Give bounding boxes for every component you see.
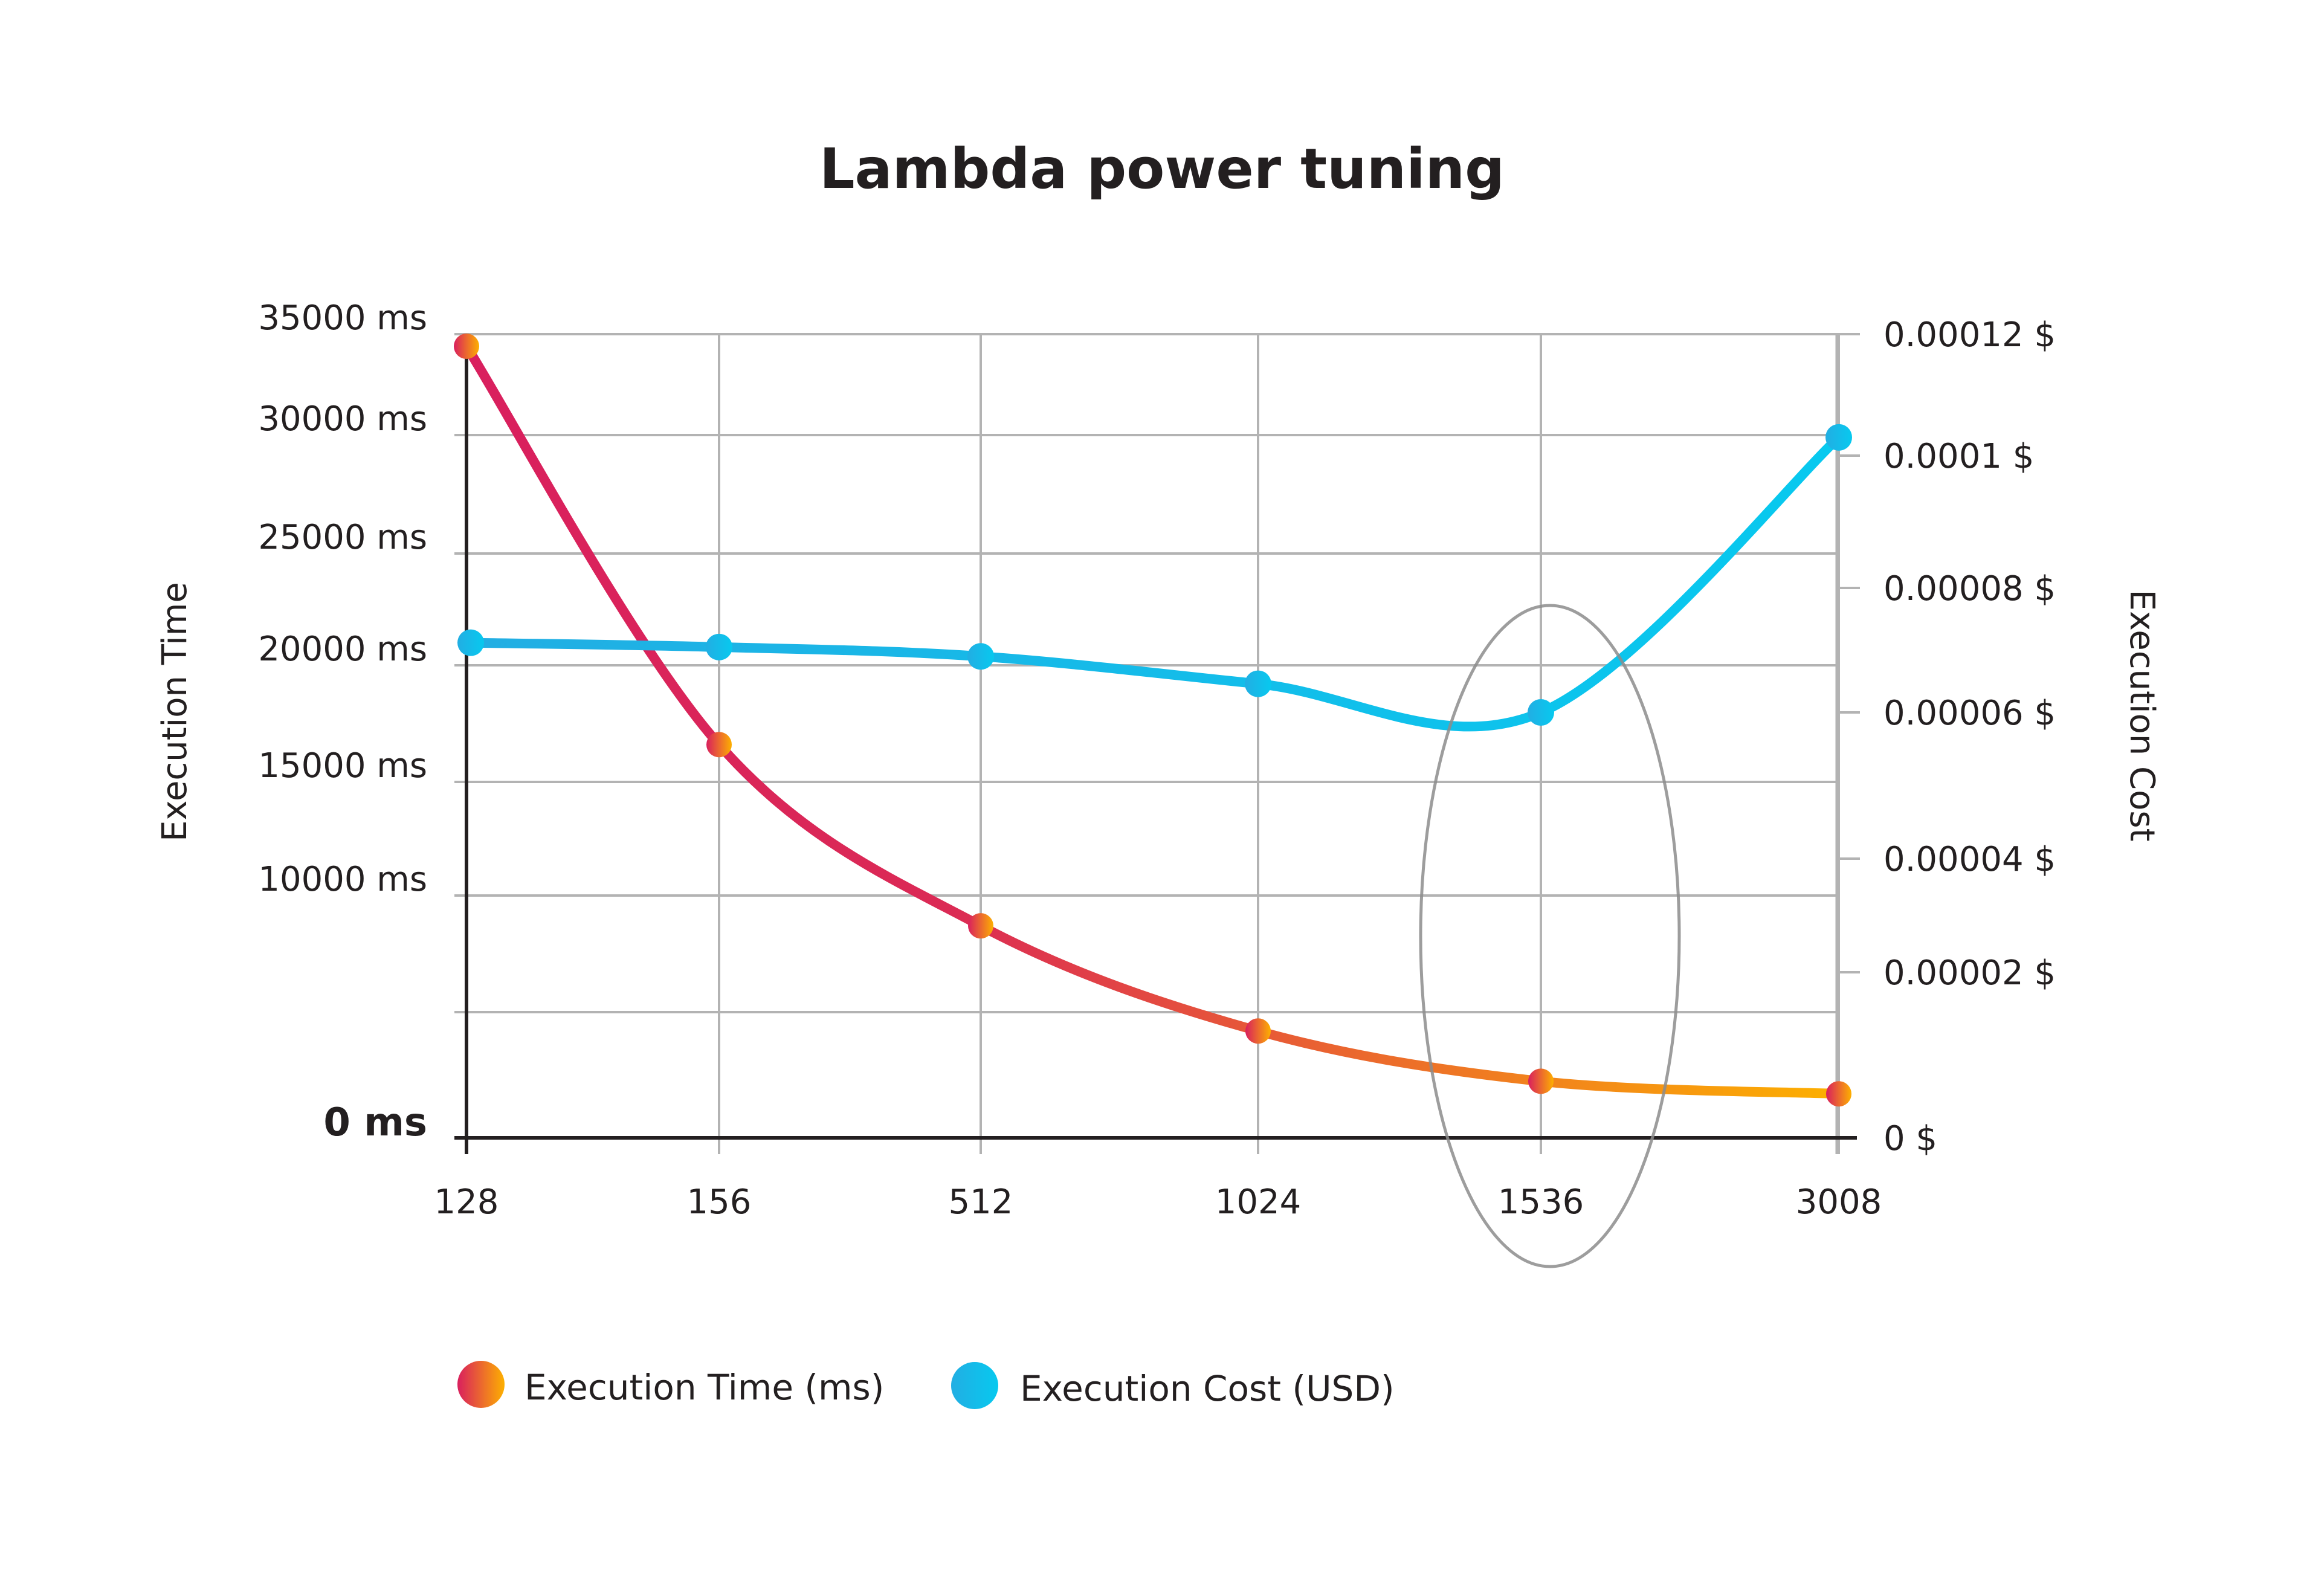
point-execution-time-156[interactable] <box>706 732 732 758</box>
point-execution-cost-1536[interactable] <box>1528 699 1554 726</box>
y-tick-label-0-ms: 0 ms <box>323 1100 427 1145</box>
y2-tick-label-0-0001: 0.0001 $ <box>1883 437 2034 476</box>
point-execution-time-512[interactable] <box>968 913 993 939</box>
series-line-execution-time <box>462 341 1844 1099</box>
legend-label-execution-time: Execution Time (ms) <box>525 1367 884 1408</box>
point-execution-time-128[interactable] <box>454 334 479 360</box>
x-tick-label-512: 512 <box>949 1183 1013 1222</box>
point-execution-cost-3008[interactable] <box>1825 424 1852 451</box>
y-tick-label-30000-ms: 30000 ms <box>258 399 427 439</box>
y2-tick-label-0-00002: 0.00002 $ <box>1883 954 2056 993</box>
y-tick-label-15000-ms: 15000 ms <box>258 746 427 786</box>
left-y-tick-labels: 35000 ms 30000 ms 25000 ms 20000 ms 15000 ms… <box>258 299 427 1145</box>
x-tick-label-1024: 1024 <box>1215 1183 1302 1222</box>
point-execution-cost-128[interactable] <box>457 629 484 656</box>
legend: Execution Time (ms) Execution Cost (USD) <box>457 1361 1395 1409</box>
horizontal-gridlines <box>454 333 1837 1013</box>
x-tick-label-3008: 3008 <box>1796 1183 1882 1222</box>
point-execution-time-1536[interactable] <box>1528 1068 1554 1094</box>
x-tick-label-128: 128 <box>434 1183 499 1222</box>
point-execution-cost-1024[interactable] <box>1245 670 1271 697</box>
vertical-gridlines <box>465 334 1840 1154</box>
y-tick-label-25000-ms: 25000 ms <box>258 518 427 557</box>
y-tick-label-35000-ms: 35000 ms <box>258 299 427 338</box>
right-axis-ticks <box>1837 333 1860 973</box>
point-execution-time-3008[interactable] <box>1826 1081 1851 1107</box>
y2-tick-label-0-00004: 0.00004 $ <box>1883 840 2056 879</box>
y2-tick-label-0-00012: 0.00012 $ <box>1883 315 2056 355</box>
point-execution-time-1024[interactable] <box>1245 1018 1271 1044</box>
x-tick-labels: 128 156 512 1024 1536 3008 <box>434 1183 1882 1222</box>
series-line-execution-cost <box>466 432 1844 732</box>
y2-tick-label-0-00008: 0.00008 $ <box>1883 569 2056 608</box>
left-axis-title: Execution Time <box>155 582 195 842</box>
legend-item-execution-time[interactable]: Execution Time (ms) <box>457 1361 884 1408</box>
series-points-execution-cost <box>457 424 1852 726</box>
highlight-ellipse-1536 <box>1419 604 1681 1268</box>
x-tick-label-156: 156 <box>687 1183 752 1222</box>
legend-marker-execution-time <box>457 1361 505 1408</box>
y-tick-label-10000-ms: 10000 ms <box>258 860 427 899</box>
y2-tick-label-0-00006: 0.00006 $ <box>1883 694 2056 733</box>
chart-title: Lambda power tuning <box>819 137 1505 201</box>
x-tick-label-1536: 1536 <box>1498 1183 1584 1222</box>
y-tick-label-20000-ms: 20000 ms <box>258 630 427 669</box>
legend-label-execution-cost: Execution Cost (USD) <box>1020 1368 1395 1409</box>
series-points-execution-time <box>454 334 1851 1107</box>
y2-tick-label-0: 0 $ <box>1883 1119 1937 1158</box>
point-execution-cost-512[interactable] <box>967 643 994 670</box>
legend-marker-execution-cost <box>951 1362 998 1409</box>
right-y-tick-labels: 0.00012 $ 0.0001 $ 0.00008 $ 0.00006 $ 0.000… <box>1883 315 2056 1158</box>
right-axis-title: Execution Cost <box>2122 589 2161 841</box>
point-execution-cost-156[interactable] <box>706 633 732 660</box>
legend-item-execution-cost[interactable]: Execution Cost (USD) <box>951 1362 1395 1409</box>
